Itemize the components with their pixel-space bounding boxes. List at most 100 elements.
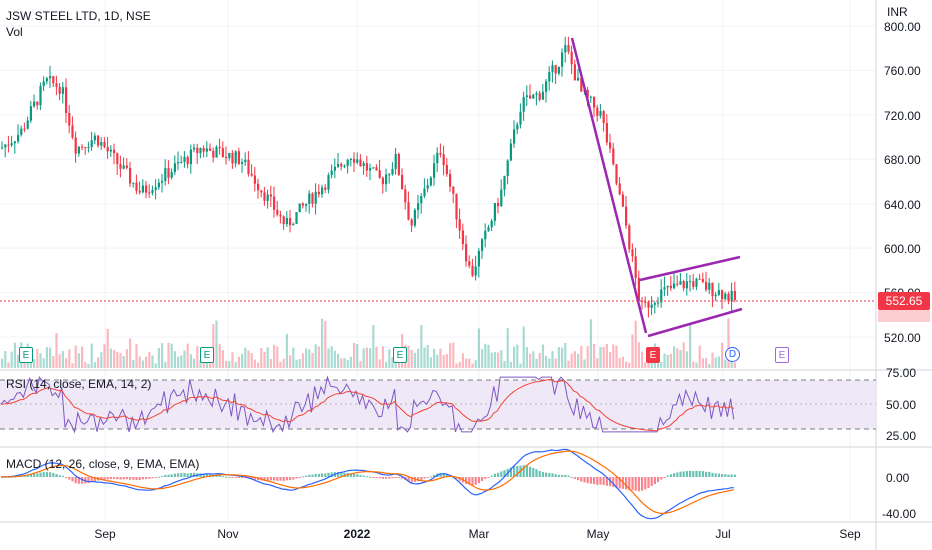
candle-body [647, 301, 650, 308]
volume-bar [609, 352, 612, 368]
candle-body [628, 225, 631, 250]
volume-bar [583, 359, 586, 368]
volume-bar [282, 358, 285, 368]
price-tick: 520.00 [884, 331, 921, 345]
volume-bar [250, 353, 253, 368]
macd-histogram-bar [103, 477, 106, 480]
macd-histogram-bar [673, 473, 676, 477]
macd-histogram-bar [26, 474, 29, 477]
macd-histogram-bar [541, 472, 544, 477]
volume-bar [119, 352, 122, 368]
macd-histogram-bar [493, 473, 496, 477]
volume-bar [666, 354, 669, 368]
volume-bar [676, 348, 679, 368]
volume-bar [413, 352, 416, 368]
candle-body [327, 175, 330, 190]
candle-body [193, 147, 196, 150]
candle-body [177, 162, 180, 164]
candle-body [109, 149, 112, 152]
candle-body [644, 301, 647, 303]
upcoming-earnings-icon[interactable]: E [775, 347, 789, 363]
candle-body [20, 128, 23, 135]
candle-body [541, 91, 544, 100]
dividend-event-icon[interactable]: D [725, 347, 740, 362]
volume-bar [689, 322, 692, 368]
candle-body [282, 216, 285, 225]
candle-body [596, 107, 599, 116]
candle-body [26, 120, 29, 129]
volume-bar [634, 320, 637, 368]
macd-histogram-bar [93, 477, 96, 481]
volume-bar [45, 347, 48, 368]
earnings-event-icon[interactable]: E [393, 347, 407, 363]
macd-histogram-bar [564, 474, 567, 477]
earnings-event-icon[interactable]: E [646, 347, 660, 363]
candle-body [413, 209, 416, 226]
price-tick: 800.00 [884, 20, 921, 34]
macd-histogram-bar [465, 477, 468, 485]
macd-histogram-bar [394, 477, 397, 478]
macd-histogram-bar [193, 472, 196, 477]
macd-histogram-bar [573, 477, 576, 479]
volume-bar [4, 351, 7, 368]
volume-bar [586, 346, 589, 368]
volume-bar [180, 355, 183, 368]
macd-histogram-bar [234, 477, 237, 478]
candle-body [154, 187, 157, 190]
volume-bar [698, 345, 701, 368]
volume-label: Vol [6, 25, 23, 39]
volume-bar [599, 346, 602, 368]
volume-bar [173, 351, 176, 368]
macd-histogram-bar [170, 474, 173, 477]
candle-body [426, 185, 429, 189]
earnings-event-icon[interactable]: E [200, 347, 214, 363]
candle-body [615, 164, 618, 184]
macd-histogram-bar [385, 477, 388, 479]
macd-histogram-bar [221, 476, 224, 478]
macd-histogram-bar [417, 477, 420, 482]
volume-bar [356, 343, 359, 368]
macd-histogram-bar [721, 474, 724, 477]
volume-bar [465, 358, 468, 368]
macd-histogram-bar [273, 477, 276, 481]
candle-body [148, 192, 151, 194]
candle-body [209, 148, 212, 151]
candle-body [321, 187, 324, 195]
macd-histogram-bar [186, 473, 189, 477]
volume-bar [426, 345, 429, 368]
volume-bar [439, 348, 442, 368]
volume-bar [506, 328, 509, 368]
volume-bar [343, 357, 346, 368]
candle-body [359, 159, 362, 167]
volume-bar [138, 356, 141, 368]
macd-histogram-bar [653, 477, 656, 485]
candle-body [727, 293, 730, 302]
volume-bar [570, 353, 573, 368]
earnings-event-icon[interactable]: E [19, 347, 33, 363]
volume-bar [49, 347, 52, 368]
volume-bar [314, 344, 317, 368]
volume-bar [701, 358, 704, 368]
rsi-ma-line [0, 378, 735, 432]
rsi-label[interactable]: RSI (14, close, EMA, 14, 2) [6, 377, 152, 391]
candle-body [381, 177, 384, 185]
macd-histogram-bar [548, 473, 551, 477]
macd-histogram-bar [58, 475, 61, 477]
macd-histogram-bar [113, 477, 116, 479]
candle-body [164, 168, 167, 182]
candle-body [285, 218, 288, 225]
candle-body [1, 147, 4, 149]
candle-body [714, 294, 717, 297]
macd-histogram-bar [369, 476, 372, 478]
volume-bar [74, 345, 77, 368]
candle-body [673, 283, 676, 289]
macd-histogram-bar [77, 477, 80, 484]
candle-body [663, 287, 666, 290]
volume-bar [337, 353, 340, 368]
volume-bar [369, 348, 372, 368]
candle-body [106, 147, 109, 152]
volume-bar [305, 348, 308, 368]
macd-label[interactable]: MACD (12, 26, close, 9, EMA, EMA) [6, 457, 200, 471]
volume-bar [500, 350, 503, 368]
